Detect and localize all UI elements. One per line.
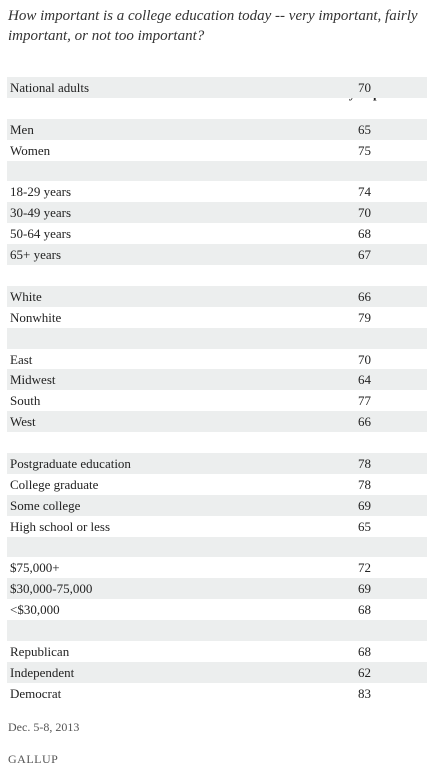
row-value: 69	[358, 581, 371, 597]
row-label: 65+ years	[10, 247, 62, 263]
row-value: 72	[358, 560, 371, 576]
row: White 66	[7, 285, 427, 307]
row	[7, 98, 427, 119]
source: GALLUP	[8, 752, 59, 766]
row-value: 79	[358, 309, 371, 325]
row-value: 66	[358, 288, 371, 304]
row: Democrat 83	[7, 683, 427, 704]
row: $75,000+ 72	[7, 557, 427, 578]
row: West 66	[7, 411, 427, 433]
row-label: White	[10, 288, 42, 304]
row-label: Midwest	[10, 372, 56, 388]
row-value: 65	[358, 518, 371, 534]
row-value: 70	[358, 80, 371, 95]
row-value: 66	[358, 414, 371, 430]
row: High school or less 65	[7, 516, 427, 537]
row: National adults 70	[7, 77, 427, 98]
row-value: 67	[358, 247, 371, 263]
row: $30,000-75,000 69	[7, 578, 427, 600]
table: National adults 70 Men 65 Women 75 18-29 years…	[7, 77, 427, 704]
row: <$30,000 68	[7, 599, 427, 620]
row-value: 70	[358, 205, 371, 221]
row-value: 68	[358, 644, 371, 660]
row-value: 70	[358, 351, 371, 367]
row-label: Men	[10, 121, 34, 137]
row-label: Democrat	[10, 685, 62, 701]
row-label: 30-49 years	[10, 205, 72, 221]
row	[7, 160, 427, 182]
row-value: 78	[358, 476, 371, 492]
row-label: 50-64 years	[10, 226, 72, 242]
row: Midwest 64	[7, 369, 427, 391]
row: Postgraduate education 78	[7, 453, 427, 474]
row: Republican 68	[7, 641, 427, 662]
row: Women 75	[7, 140, 427, 161]
row-label: 18-29 years	[10, 184, 72, 200]
row-value: 75	[358, 142, 371, 158]
row	[7, 265, 427, 286]
row-value: 74	[358, 184, 371, 200]
row: College graduate 78	[7, 474, 427, 495]
row-label: South	[10, 393, 41, 409]
row-label: College graduate	[10, 476, 99, 492]
row-value: 69	[358, 497, 371, 513]
row	[7, 327, 427, 349]
row-value: 65	[358, 121, 371, 137]
row: East 70	[7, 349, 427, 370]
row-label: West	[10, 414, 36, 430]
row-label: Independent	[10, 664, 75, 680]
row-label: Postgraduate education	[10, 456, 131, 472]
row-value: 77	[358, 393, 371, 409]
row-value: 83	[358, 685, 371, 701]
row-label: Nonwhite	[10, 309, 62, 325]
row-label: High school or less	[10, 518, 111, 534]
row: 30-49 years 70	[7, 202, 427, 224]
row-label: Republican	[10, 644, 70, 660]
row: Nonwhite 79	[7, 307, 427, 328]
row-label: <$30,000	[10, 602, 60, 618]
row-value: 68	[358, 602, 371, 618]
row: Some college 69	[7, 494, 427, 516]
row-label: $75,000+	[10, 560, 60, 576]
row: South 77	[7, 390, 427, 411]
row-value: 68	[358, 226, 371, 242]
row: Men 65	[7, 118, 427, 140]
row-value: 78	[358, 456, 371, 472]
row	[7, 620, 427, 642]
title: How important is a college education tod…	[8, 8, 418, 44]
row: 50-64 years 68	[7, 223, 427, 244]
row: 18-29 years 74	[7, 181, 427, 202]
row-label: Some college	[10, 497, 81, 513]
date: Dec. 5-8, 2013	[8, 720, 80, 734]
row: Independent 62	[7, 661, 427, 683]
row-label: Women	[10, 142, 51, 158]
row	[7, 432, 427, 453]
row-value: 64	[358, 372, 371, 388]
row: 65+ years 67	[7, 244, 427, 266]
row-label: National adults	[10, 80, 90, 95]
row-label: East	[10, 351, 33, 367]
row-value: 62	[358, 664, 371, 680]
row-label: $30,000-75,000	[10, 581, 93, 597]
row	[7, 536, 427, 558]
